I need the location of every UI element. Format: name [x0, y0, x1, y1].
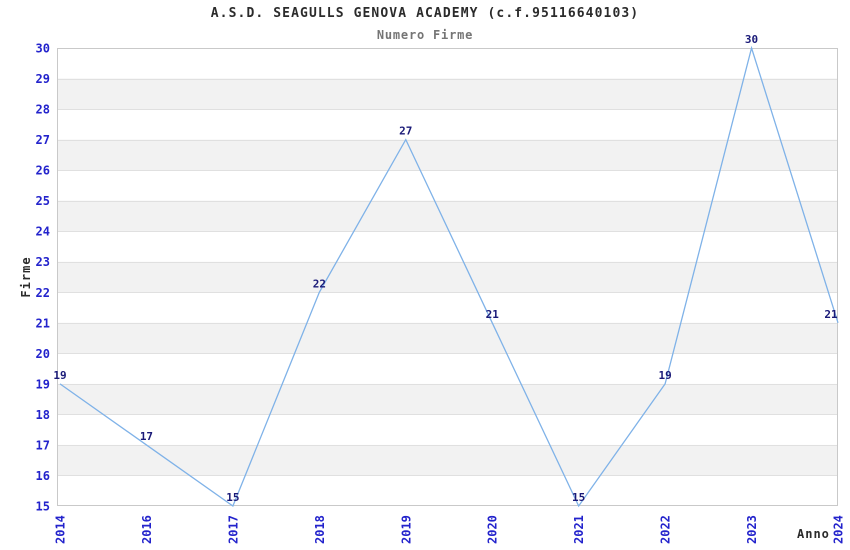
y-tick-label: 24	[36, 225, 50, 239]
plot-border	[57, 48, 838, 506]
y-tick-label: 17	[36, 438, 50, 452]
x-tick-label: 2024	[832, 515, 846, 544]
x-tick-label: 2022	[659, 515, 673, 544]
y-tick-label: 29	[36, 72, 50, 86]
x-tick-label: 2021	[572, 515, 586, 544]
y-tick-label: 19	[36, 377, 50, 391]
y-tick-label: 26	[36, 164, 50, 178]
y-tick-label: 23	[36, 255, 50, 269]
x-tick-label: 2018	[313, 515, 327, 544]
point-label: 21	[824, 308, 838, 321]
plot-band	[57, 261, 838, 293]
plot-band	[57, 383, 838, 415]
x-axis-title: Anno	[797, 527, 830, 541]
point-label: 19	[53, 369, 66, 382]
point-label: 17	[140, 430, 153, 443]
y-axis-title: Firme	[19, 256, 33, 298]
plot-band	[57, 78, 838, 110]
point-label: 27	[399, 125, 412, 138]
point-label: 19	[658, 369, 671, 382]
y-tick-label: 28	[36, 103, 50, 117]
chart-title: A.S.D. SEAGULLS GENOVA ACADEMY (c.f.9511…	[210, 6, 640, 21]
y-tick-label: 20	[36, 347, 50, 361]
y-tick-label: 15	[36, 500, 50, 514]
y-tick-label: 30	[36, 42, 50, 56]
series-line	[59, 45, 839, 508]
point-label: 15	[572, 491, 585, 504]
x-tick-label: 2014	[54, 515, 68, 544]
x-tick-label: 2019	[399, 515, 413, 544]
point-label: 21	[486, 308, 500, 321]
x-tick-label: 2023	[745, 515, 759, 544]
y-tick-label: 16	[36, 469, 50, 483]
y-tick-label: 27	[36, 133, 50, 147]
point-label: 22	[313, 277, 326, 290]
point-label: 30	[745, 33, 758, 46]
plot-band	[57, 139, 838, 171]
point-label: 15	[226, 491, 239, 504]
y-tick-label: 21	[36, 316, 50, 330]
y-tick-label: 22	[36, 286, 50, 300]
x-tick-label: 2017	[226, 515, 240, 544]
plot-band	[57, 322, 838, 354]
y-tick-label: 25	[36, 194, 50, 208]
x-tick-label: 2020	[486, 515, 500, 544]
plot-band	[57, 444, 838, 476]
x-tick-label: 2016	[140, 515, 154, 544]
y-tick-label: 18	[36, 408, 50, 422]
chart-subtitle: Numero Firme	[376, 28, 474, 42]
